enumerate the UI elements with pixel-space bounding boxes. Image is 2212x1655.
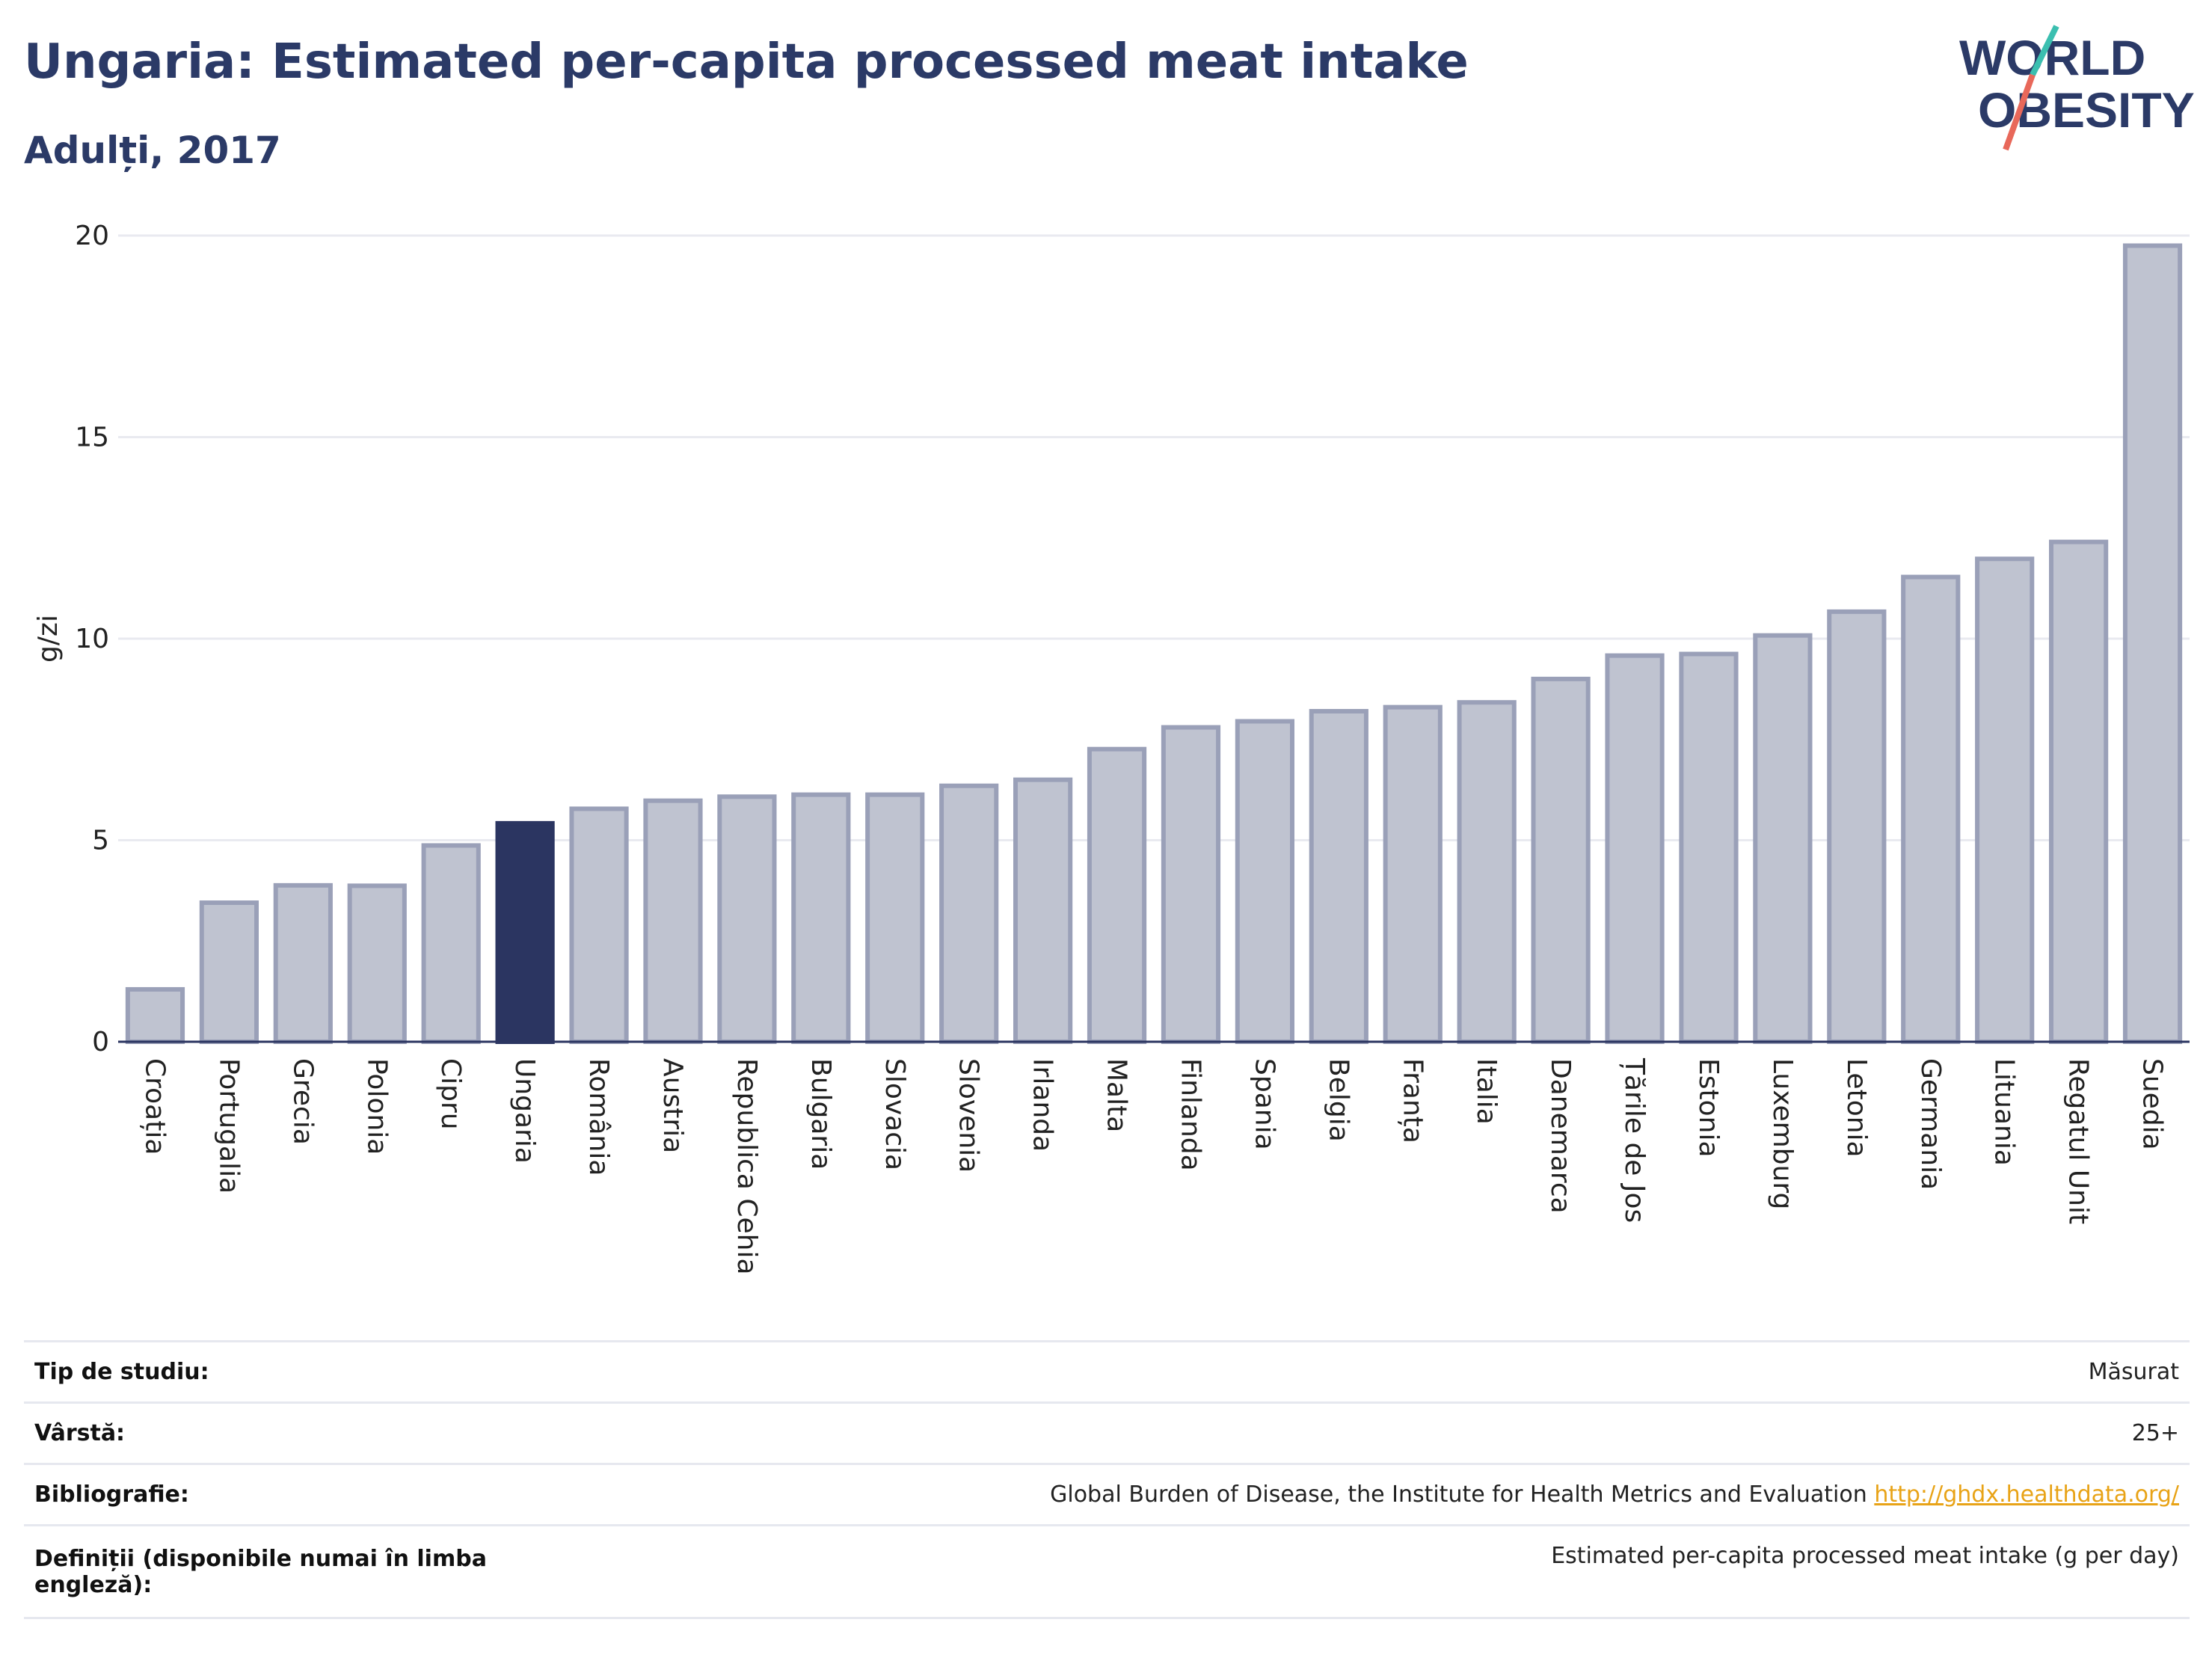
x-tick-label: Slovacia	[879, 1058, 910, 1170]
meta-label: Definiții (disponibile numai în limba en…	[24, 1524, 513, 1619]
bar[interactable]	[2049, 539, 2109, 1044]
chart-subtitle: Adulți, 2017	[24, 129, 281, 172]
bar[interactable]	[1901, 574, 1961, 1044]
bar[interactable]	[1679, 651, 1739, 1044]
bar[interactable]	[1531, 676, 1591, 1045]
bars	[125, 243, 2183, 1045]
x-tick-label: Ungaria	[509, 1058, 540, 1164]
meta-row-definitions: Definiții (disponibile numai în limba en…	[24, 1524, 2190, 1619]
x-tick-label: Portugalia	[213, 1058, 244, 1194]
x-tick-label: Polonia	[361, 1058, 392, 1155]
bar[interactable]	[717, 794, 777, 1044]
metadata-table: Tip de studiu: Măsurat Vârstă: 25+ Bibli…	[24, 1340, 2190, 1619]
meta-value: Global Burden of Disease, the Institute …	[1050, 1481, 1867, 1508]
x-tick-label: Austria	[657, 1058, 688, 1153]
x-tick-label: Lituania	[1989, 1058, 2020, 1166]
bar[interactable]	[1753, 633, 1813, 1044]
y-tick-label: 20	[75, 221, 109, 251]
x-tick-label: Luxemburg	[1767, 1058, 1798, 1209]
logo-slash-teal	[2030, 25, 2059, 76]
source-link[interactable]: http://ghdx.healthdata.org/	[1874, 1481, 2179, 1508]
y-axis-ticks: 0 5 10 15 20	[75, 221, 109, 1057]
logo-slash-red	[2003, 73, 2036, 151]
meta-value: 25+	[513, 1401, 2190, 1464]
y-tick-label: 15	[75, 423, 109, 453]
bar[interactable]	[939, 783, 999, 1044]
bar[interactable]	[1457, 700, 1517, 1044]
bar[interactable]	[1013, 777, 1073, 1045]
x-tick-label: Spania	[1249, 1058, 1279, 1150]
meta-label: Vârstă:	[24, 1401, 513, 1464]
x-tick-label: Italia	[1471, 1058, 1502, 1125]
x-tick-label: Croația	[139, 1058, 170, 1155]
meta-row-bibliography: Bibliografie: Global Burden of Disease, …	[24, 1463, 2190, 1526]
bar[interactable]	[347, 883, 407, 1044]
x-tick-label: Malta	[1102, 1058, 1132, 1132]
x-tick-label: Suedia	[2137, 1058, 2168, 1150]
x-tick-label: Estonia	[1693, 1058, 1724, 1158]
x-tick-label: Franța	[1397, 1058, 1428, 1143]
world-obesity-logo[interactable]: WORLD OBESITY	[1944, 22, 2199, 157]
bar[interactable]	[1087, 746, 1147, 1044]
meta-row-study-type: Tip de studiu: Măsurat	[24, 1340, 2190, 1403]
meta-label: Bibliografie:	[24, 1463, 513, 1526]
x-tick-label: Letonia	[1841, 1058, 1872, 1158]
bar[interactable]	[1161, 725, 1221, 1045]
x-tick-label: Finlanda	[1175, 1058, 1205, 1171]
bar[interactable]	[421, 843, 481, 1044]
x-tick-label: Irlanda	[1027, 1058, 1058, 1152]
y-tick-label: 0	[92, 1027, 109, 1057]
x-tick-label: România	[583, 1058, 614, 1176]
bar[interactable]	[1827, 609, 1887, 1044]
bar[interactable]	[1383, 704, 1443, 1044]
bar[interactable]	[125, 986, 185, 1045]
x-tick-label: Germania	[1915, 1058, 1946, 1190]
meta-value: Măsurat	[513, 1340, 2190, 1403]
x-tick-label: Bulgaria	[805, 1058, 836, 1170]
bar[interactable]	[865, 792, 925, 1045]
meta-value-cell: Global Burden of Disease, the Institute …	[513, 1463, 2190, 1526]
bar[interactable]	[1235, 719, 1294, 1044]
bar[interactable]	[1605, 653, 1665, 1044]
chart-title: Ungaria: Estimated per-capita processed …	[24, 34, 1469, 90]
x-tick-label: Slovenia	[953, 1058, 984, 1173]
x-tick-label: Danemarca	[1545, 1058, 1576, 1214]
x-tick-label: Grecia	[287, 1058, 318, 1145]
bar[interactable]	[273, 882, 333, 1045]
bar[interactable]	[791, 792, 851, 1045]
y-tick-label: 5	[92, 826, 109, 856]
x-tick-label: Republica Cehia	[731, 1058, 762, 1275]
x-tick-label: Cipru	[435, 1058, 466, 1130]
bar[interactable]	[643, 798, 703, 1044]
bar[interactable]	[569, 806, 629, 1044]
x-tick-label: Belgia	[1323, 1058, 1354, 1142]
meta-row-age: Vârstă: 25+	[24, 1401, 2190, 1464]
x-tick-label: Regatul Unit	[2063, 1058, 2094, 1224]
bar[interactable]	[199, 900, 259, 1045]
bar[interactable]	[2122, 243, 2183, 1045]
y-axis-label: g/zi	[33, 615, 64, 663]
y-tick-label: 10	[75, 624, 109, 654]
bar[interactable]	[1309, 709, 1368, 1045]
meta-value: Estimated per-capita processed meat inta…	[513, 1524, 2190, 1619]
bar[interactable]	[1975, 556, 2035, 1044]
x-axis-labels: Croația Portugalia Grecia Polonia Cipru Ungar…	[139, 1057, 2167, 1275]
x-tick-label: Țările de Jos	[1619, 1057, 1650, 1223]
bar-highlighted[interactable]	[495, 820, 555, 1045]
meta-label: Tip de studiu:	[24, 1340, 513, 1403]
